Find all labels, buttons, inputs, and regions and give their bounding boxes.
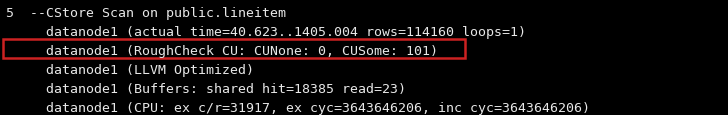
Text: datanode1 (CPU: ex c/r=31917, ex cyc=3643646206, inc cyc=3643646206): datanode1 (CPU: ex c/r=31917, ex cyc=364… bbox=[6, 101, 590, 114]
Text: datanode1 (LLVM Optimized): datanode1 (LLVM Optimized) bbox=[6, 63, 254, 76]
Text: datanode1 (RoughCheck CU: CUNone: 0, CUSome: 101): datanode1 (RoughCheck CU: CUNone: 0, CUS… bbox=[6, 45, 438, 57]
Bar bbox=[3, 40, 465, 59]
Text: datanode1 (actual time=40.623..1405.004 rows=114160 loops=1): datanode1 (actual time=40.623..1405.004 … bbox=[6, 26, 526, 39]
Text: datanode1 (Buffers: shared hit=18385 read=23): datanode1 (Buffers: shared hit=18385 rea… bbox=[6, 82, 406, 95]
Text: 5  --CStore Scan on public.lineitem: 5 --CStore Scan on public.lineitem bbox=[6, 7, 286, 20]
